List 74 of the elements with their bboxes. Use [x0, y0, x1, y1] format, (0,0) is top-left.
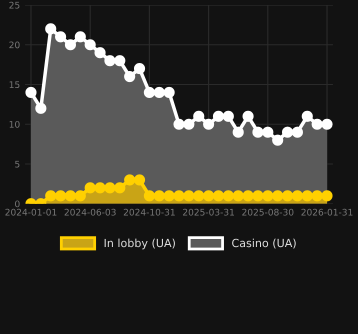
- point: [242, 110, 254, 122]
- point: [312, 190, 323, 202]
- point: [312, 118, 323, 130]
- point: [84, 39, 96, 50]
- point: [302, 110, 313, 122]
- point: [94, 47, 106, 58]
- point: [74, 190, 86, 202]
- point: [154, 190, 165, 202]
- point: [154, 86, 165, 98]
- x-tick-label: 2024-01-01: [5, 208, 56, 216]
- point: [252, 190, 264, 202]
- point: [212, 110, 224, 122]
- point: [134, 63, 146, 74]
- point: [84, 182, 96, 194]
- point: [45, 190, 56, 202]
- point: [173, 118, 185, 130]
- x-tick-label: 2026-01-31: [301, 208, 352, 216]
- legend-label: Casino (UA): [232, 238, 296, 248]
- point: [104, 182, 116, 194]
- point: [173, 190, 185, 202]
- point: [321, 190, 333, 202]
- point: [104, 55, 116, 66]
- point: [114, 182, 126, 194]
- point: [302, 190, 313, 202]
- point: [144, 86, 155, 98]
- x-tick-label: 2024-06-03: [64, 208, 116, 216]
- point: [124, 174, 136, 186]
- y-tick-label: 0: [15, 200, 20, 208]
- y-tick-label: 15: [10, 81, 20, 88]
- point: [183, 118, 194, 130]
- point: [242, 190, 254, 202]
- x-tick-label: 2024-10-31: [124, 208, 175, 216]
- point: [134, 174, 146, 186]
- point: [64, 190, 76, 202]
- point: [55, 190, 66, 202]
- point: [232, 126, 244, 138]
- point: [164, 86, 175, 98]
- point: [321, 118, 333, 130]
- point: [292, 126, 303, 138]
- point: [212, 190, 224, 202]
- x-tick-label: 2025-08-30: [242, 208, 294, 216]
- point: [164, 190, 175, 202]
- point: [25, 86, 37, 98]
- point: [262, 190, 274, 202]
- point: [252, 126, 264, 138]
- point: [262, 126, 274, 138]
- point: [183, 190, 194, 202]
- point: [64, 39, 76, 50]
- y-tick-label: 5: [15, 160, 20, 168]
- point: [94, 182, 106, 194]
- point: [45, 23, 56, 34]
- y-tick-label: 25: [9, 2, 20, 9]
- point: [124, 70, 136, 82]
- point: [222, 110, 234, 122]
- point: [282, 126, 294, 138]
- point: [222, 190, 234, 202]
- x-tick-label: 2025-03-31: [183, 208, 234, 216]
- point: [292, 190, 303, 202]
- point: [193, 110, 204, 122]
- point: [35, 102, 46, 114]
- point: [203, 190, 214, 202]
- y-tick-label: 20: [9, 41, 20, 48]
- point: [193, 190, 204, 202]
- point: [203, 118, 214, 130]
- legend-label: In lobby (UA): [104, 238, 175, 250]
- point: [74, 31, 86, 42]
- point: [144, 190, 155, 202]
- point: [282, 190, 294, 202]
- point: [272, 134, 284, 146]
- y-tick-label: 10: [10, 120, 20, 128]
- point: [55, 31, 66, 42]
- point: [272, 190, 284, 202]
- point: [232, 190, 244, 202]
- point: [114, 55, 126, 66]
